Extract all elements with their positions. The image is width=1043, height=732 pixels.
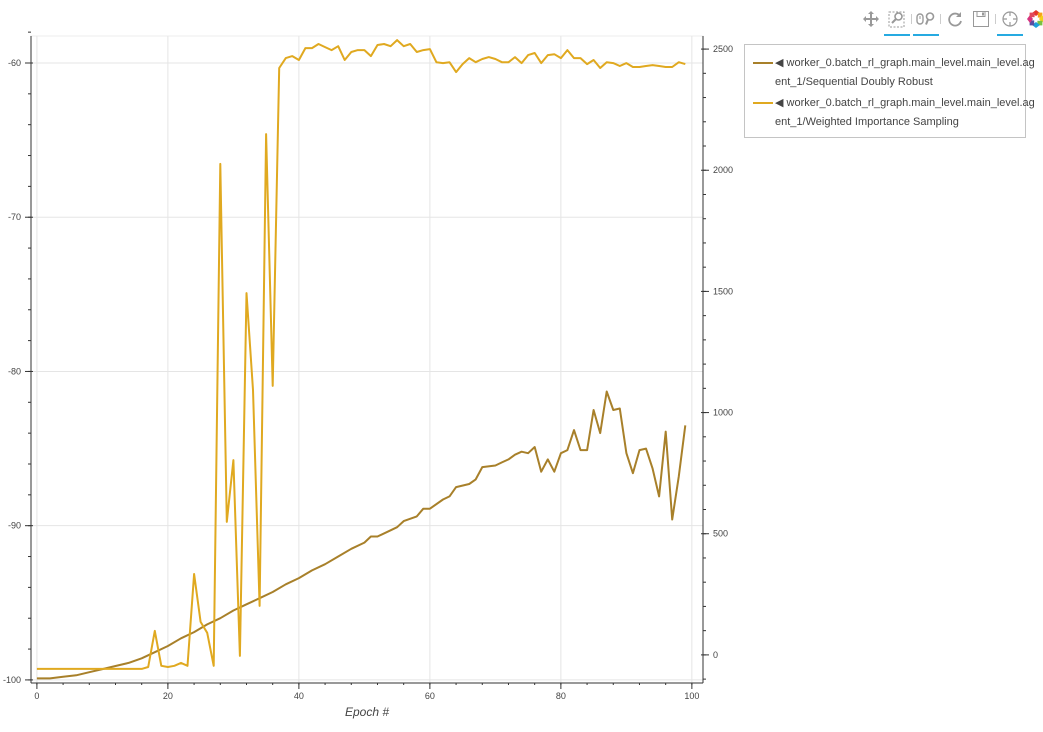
toolbar-separator — [940, 14, 941, 24]
axes: 0 20 40 60 80 100 -100 -90 -80 -70 -60 0 500 1000 1500… — [3, 31, 733, 701]
reset-icon — [948, 12, 962, 27]
box-zoom-tool[interactable] — [884, 7, 910, 36]
wheel-zoom-tool[interactable] — [913, 7, 939, 36]
y-left-tick-label: -60 — [8, 58, 21, 68]
legend-swatch — [753, 102, 773, 104]
series-line-sequential-doubly-robust — [36, 390, 687, 680]
legend-label-continued: ent_1/Weighted Importance Sampling — [775, 116, 959, 128]
toolbar — [858, 6, 1043, 36]
reset-tool[interactable] — [942, 7, 968, 31]
pan-icon — [863, 11, 879, 27]
y-right-tick-label: 1500 — [713, 286, 733, 296]
legend: ◀ worker_0.batch_rl_graph.main_level.mai… — [744, 44, 1035, 138]
y-left-tick-label: -100 — [3, 675, 21, 685]
x-tick-label: 80 — [556, 691, 566, 701]
x-tick-label: 40 — [294, 691, 304, 701]
box-zoom-icon — [888, 11, 905, 28]
legend-label: ◀ worker_0.batch_rl_graph.main_level.mai… — [775, 57, 1035, 69]
y-right-tick-label: 1000 — [713, 408, 733, 418]
toolbar-separator — [911, 14, 912, 24]
series-lines — [36, 39, 687, 680]
x-axis-label: Epoch # — [345, 705, 389, 719]
y-left-tick-label: -90 — [8, 521, 21, 531]
x-tick-label: 20 — [163, 691, 173, 701]
toolbar-separator — [995, 14, 996, 24]
y-right-tick-label: 0 — [713, 650, 718, 660]
legend-label: ◀ worker_0.batch_rl_graph.main_level.mai… — [775, 97, 1035, 109]
legend-swatch — [753, 62, 773, 64]
x-tick-label: 0 — [34, 691, 39, 701]
x-tick-label: 60 — [425, 691, 435, 701]
y-left-tick-label: -80 — [8, 366, 21, 376]
x-tick-label: 100 — [684, 691, 699, 701]
series-line-weighted-importance-sampling — [36, 39, 686, 670]
legend-label-continued: ent_1/Sequential Doubly Robust — [775, 76, 933, 88]
y-right-tick-label: 500 — [713, 529, 728, 539]
grid — [30, 35, 704, 684]
bokeh-logo-icon — [1027, 10, 1043, 28]
plot-frame — [30, 35, 704, 684]
crosshair-icon — [1002, 11, 1018, 27]
wheel-zoom-icon — [916, 12, 935, 25]
save-tool[interactable] — [968, 7, 994, 31]
bokeh-logo[interactable] — [1023, 7, 1043, 31]
crosshair-tool[interactable] — [997, 7, 1023, 36]
y-left-tick-label: -70 — [8, 212, 21, 222]
pan-tool[interactable] — [858, 7, 884, 31]
y-right-tick-label: 2000 — [713, 165, 733, 175]
y-right-tick-label: 2500 — [713, 44, 733, 54]
save-icon — [973, 11, 989, 27]
